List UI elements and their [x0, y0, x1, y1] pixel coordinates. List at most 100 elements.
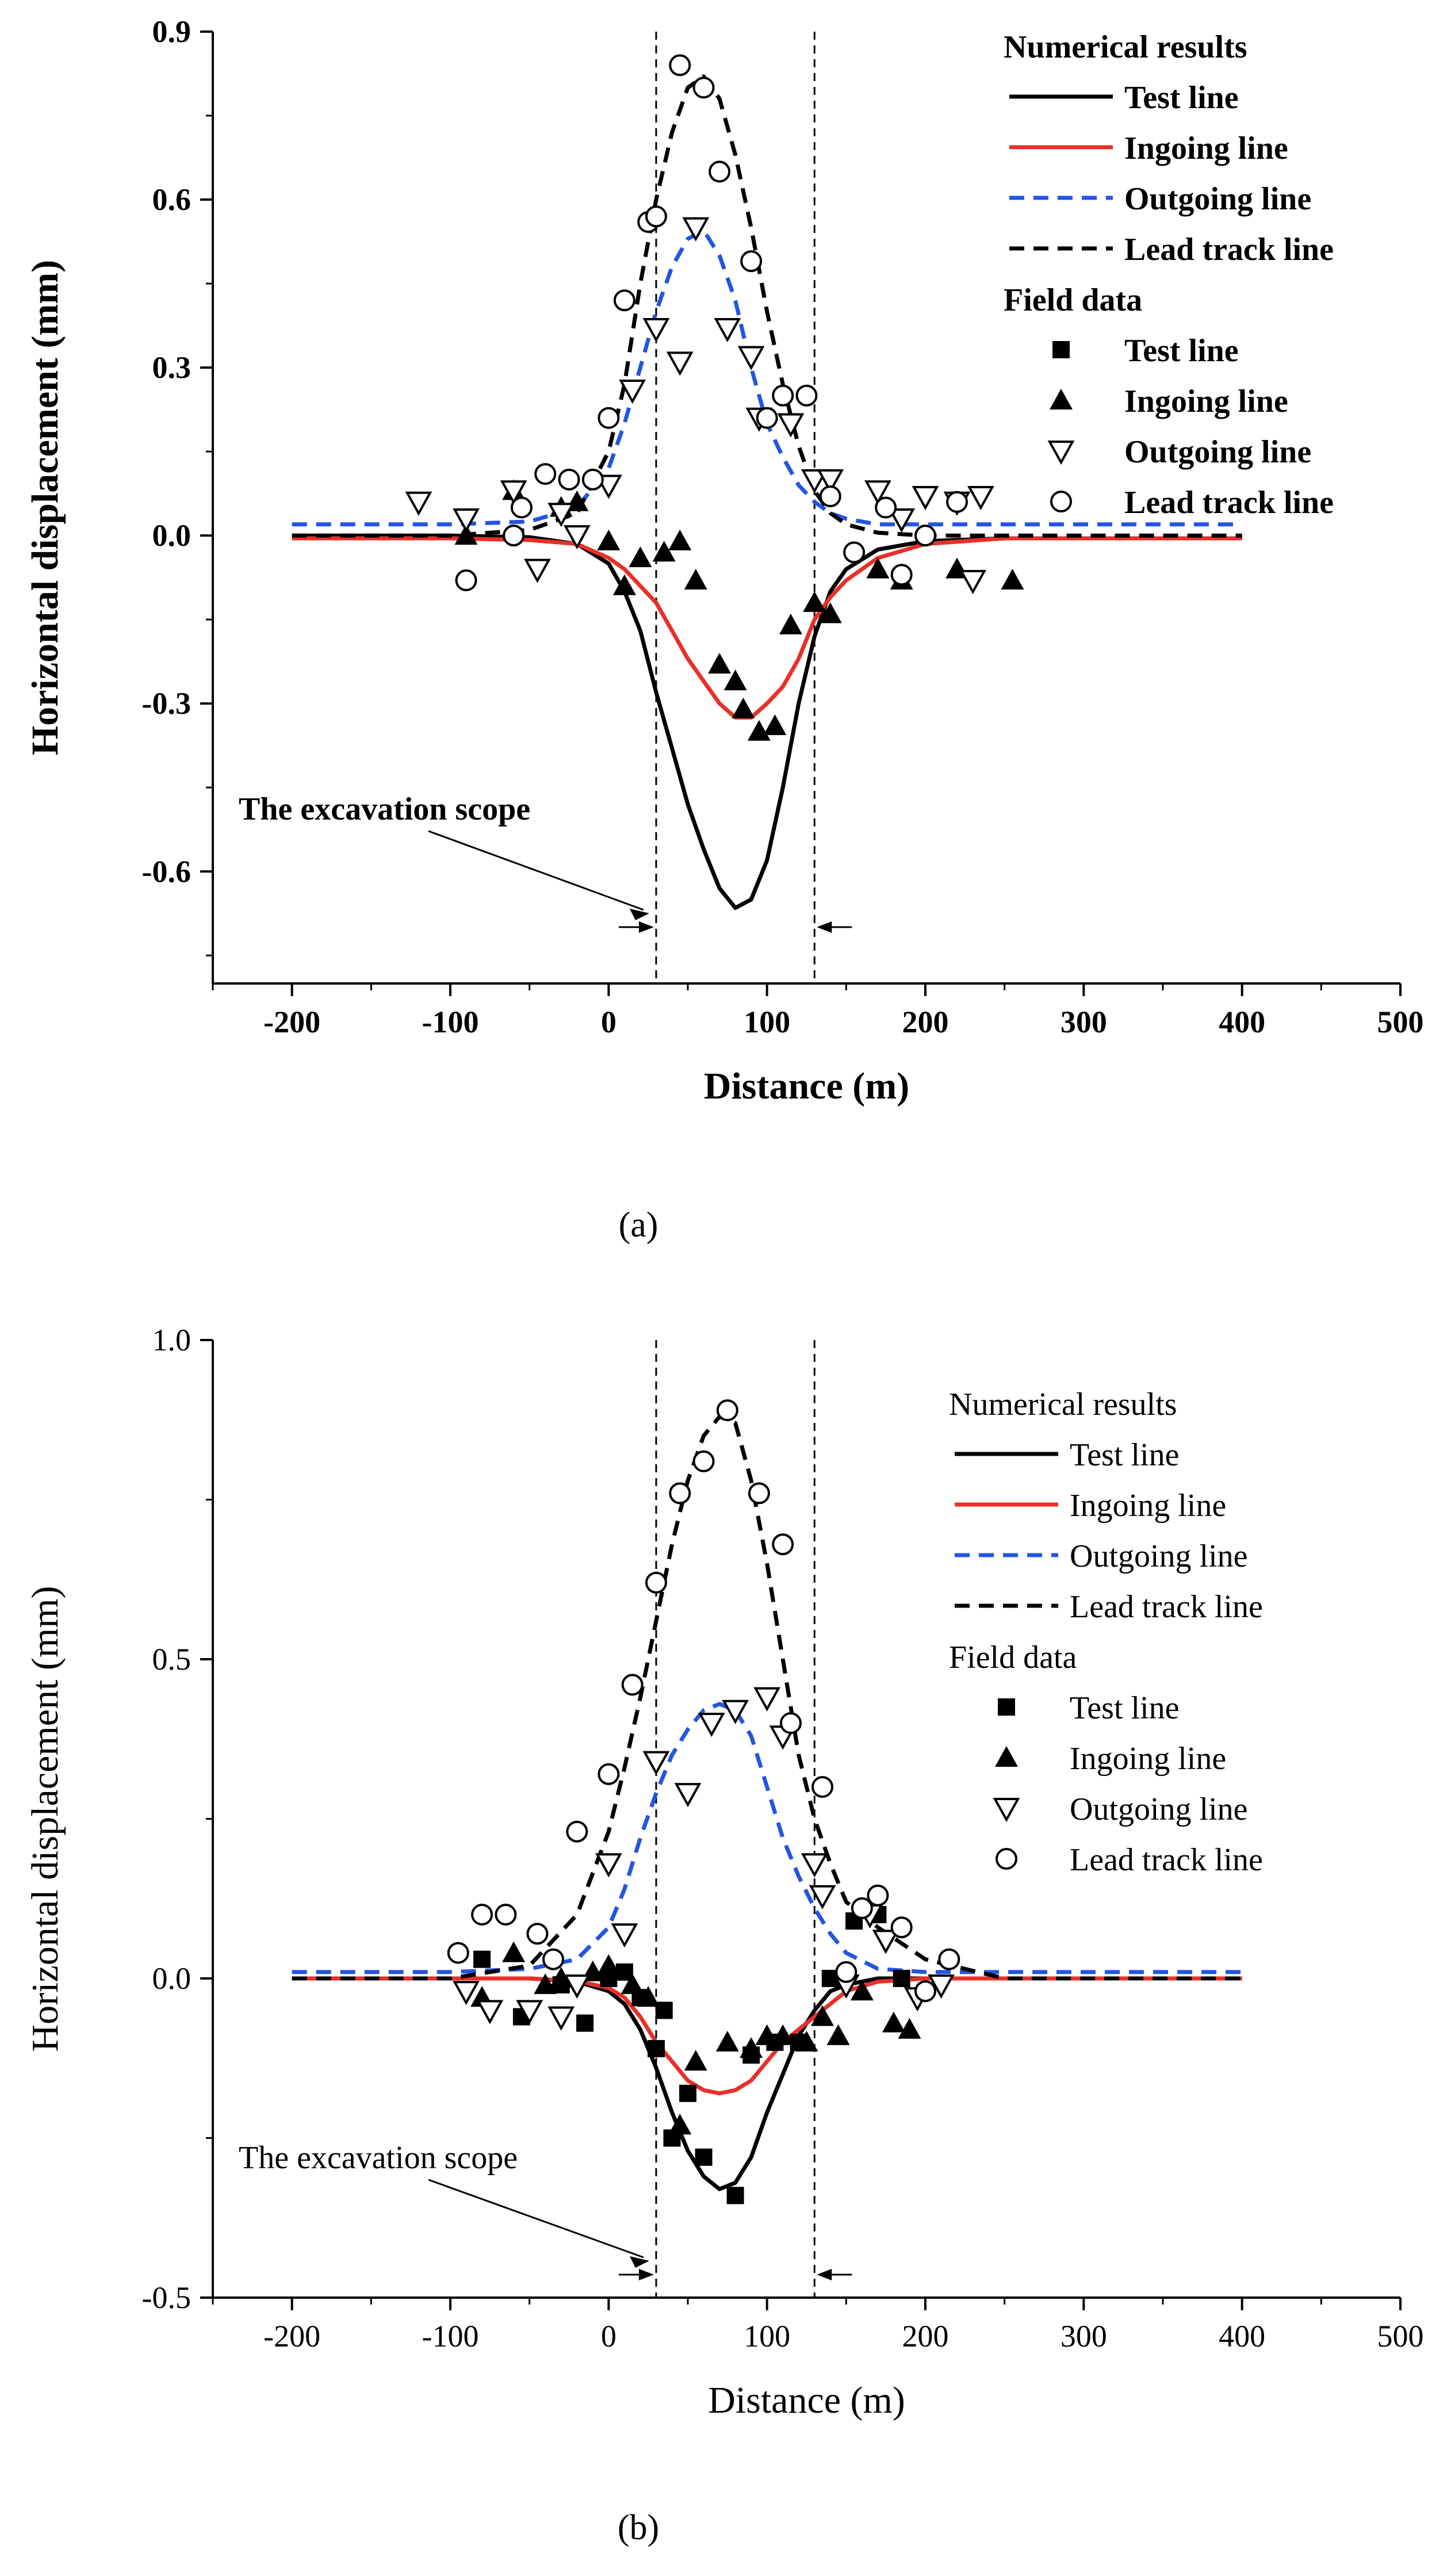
x-tick-label: 400 [1219, 2319, 1265, 2353]
field-point-lead-track-line [748, 1482, 770, 1505]
field-point-lead-track-line [740, 250, 763, 273]
y-tick-label: 0.0 [152, 518, 192, 553]
panel-caption: (b) [618, 2508, 659, 2547]
field-point-outgoing-line [516, 2000, 543, 2024]
legend-label-test-line: Test line [1070, 1437, 1179, 1473]
scope-arrowhead-right [817, 921, 832, 933]
x-tick-label: 500 [1377, 1005, 1424, 1039]
field-point-ingoing-line [795, 2031, 818, 2051]
y-tick-label: 0.3 [152, 350, 192, 385]
field-point-lead-track-line [692, 76, 715, 99]
field-point-outgoing-line [548, 503, 575, 527]
field-point-ingoing-line [668, 2114, 692, 2135]
legend-label-outgoing-line: Outgoing line [1070, 1792, 1248, 1827]
field-point-outgoing-line [888, 508, 916, 533]
field-point-lead-track-line [946, 491, 968, 513]
field-point-outgoing-line [777, 413, 805, 438]
x-tick-label: 0 [601, 2319, 617, 2353]
field-point-outgoing-line [928, 1974, 955, 1999]
field-point-lead-track-line [455, 569, 477, 592]
y-tick-label: 0.5 [152, 1642, 192, 1676]
field-point-outgoing-line [619, 380, 646, 404]
annotation-leader-line [428, 830, 644, 911]
field-point-ingoing-line [684, 569, 707, 590]
field-point-outgoing-line [801, 469, 828, 493]
excavation-scope-annotation: The excavation scope [239, 2140, 518, 2176]
field-point-lead-track-line [669, 54, 691, 76]
field-point-ingoing-line [779, 613, 802, 634]
numerical-curve-test-line [292, 533, 1242, 910]
numerical-curve-test-line [292, 1976, 1242, 2191]
numerical-curve-ingoing-line [292, 1976, 1242, 2096]
field-point-outgoing-line [453, 1981, 480, 2005]
field-point-outgoing-line [642, 1751, 670, 1775]
field-point-outgoing-line [959, 570, 986, 595]
legend-label-test-line: Test line [1124, 80, 1239, 116]
field-point-lead-track-line [851, 1897, 873, 1919]
numerical-curve-outgoing-line [292, 228, 1242, 527]
field-point-test-line [473, 1950, 491, 1968]
legend-marker-lead-track-line [1050, 491, 1072, 512]
field-point-ingoing-line [668, 529, 692, 550]
x-axis-title: Distance (m) [704, 1065, 909, 1107]
y-tick-label: -0.5 [142, 2280, 191, 2315]
field-point-outgoing-line [548, 2006, 575, 2031]
panel-caption: (a) [619, 1205, 658, 1245]
field-point-ingoing-line [708, 653, 732, 674]
legend-label-outgoing-line: Outgoing line [1124, 434, 1311, 470]
field-point-outgoing-line [500, 480, 527, 505]
field-point-lead-track-line [914, 1980, 936, 2003]
field-point-lead-track-line [581, 468, 604, 491]
field-point-outgoing-line [864, 480, 891, 505]
field-point-lead-track-line [621, 1674, 644, 1696]
field-point-lead-track-line [890, 564, 913, 586]
x-tick-label: 200 [902, 2319, 949, 2353]
legend-label-ingoing-line: Ingoing line [1124, 384, 1288, 419]
field-point-outgoing-line [801, 1853, 828, 1878]
field-point-ingoing-line [898, 2018, 921, 2039]
y-axis-title: Horizontal displacement (mm) [24, 260, 66, 756]
legend-label-test-line: Test line [1124, 333, 1239, 369]
legend-header-field: Field data [1004, 282, 1142, 318]
field-point-outgoing-line [722, 1700, 749, 1724]
legend-label-lead-track-line: Lead track line [1070, 1589, 1263, 1625]
numerical-curve-ingoing-line [292, 536, 1242, 720]
y-tick-label: 1.0 [152, 1323, 192, 1357]
field-point-outgoing-line [753, 1687, 781, 1712]
field-point-ingoing-line [866, 557, 890, 579]
legend-label-lead-track-line: Lead track line [1124, 485, 1334, 520]
chart-panel-a: -200 -100 0 100 200 300 400 500 -0.6 -0.3 0.0 0.3 0.… [24, 14, 1424, 1245]
field-point-ingoing-line [502, 1941, 526, 1962]
field-point-outgoing-line [666, 351, 694, 376]
field-point-lead-track-line [772, 384, 794, 407]
field-point-ingoing-line [684, 2050, 707, 2071]
field-point-test-line [647, 2040, 665, 2058]
annotation-leader-line [428, 2179, 644, 2259]
field-point-lead-track-line [566, 1820, 588, 1843]
field-point-outgoing-line [912, 486, 939, 511]
field-point-outgoing-line [595, 1853, 622, 1878]
field-point-lead-track-line [756, 407, 778, 429]
field-point-outgoing-line [524, 558, 551, 583]
legend-marker-outgoing-line [993, 1798, 1020, 1823]
legend-header-field: Field data [949, 1640, 1077, 1675]
field-point-lead-track-line [914, 525, 936, 547]
numerical-curve-lead-track-line [292, 74, 1242, 538]
field-point-outgoing-line [642, 317, 670, 343]
legend-label-lead-track-line: Lead track line [1124, 232, 1334, 267]
field-point-lead-track-line [447, 1942, 469, 1964]
legend-label-outgoing-line: Outgoing line [1124, 181, 1311, 217]
numerical-curve-lead-track-line [292, 1414, 1242, 1981]
field-point-ingoing-line [597, 529, 621, 550]
chart-panel-b: -200 -100 0 100 200 300 400 500 -0.5 0.0 0.5 1.0 Dis… [24, 1323, 1424, 2547]
scope-arrowhead-left [638, 921, 654, 933]
y-tick-label: -0.6 [142, 854, 191, 889]
field-point-lead-track-line [811, 1776, 834, 1798]
field-point-ingoing-line [826, 2024, 850, 2045]
field-point-ingoing-line [549, 1967, 573, 1988]
y-axis-title: Horizontal displacement (mm) [24, 1586, 66, 2051]
field-point-lead-track-line [709, 160, 731, 183]
field-point-ingoing-line [747, 719, 771, 741]
field-point-outgoing-line [737, 346, 765, 370]
